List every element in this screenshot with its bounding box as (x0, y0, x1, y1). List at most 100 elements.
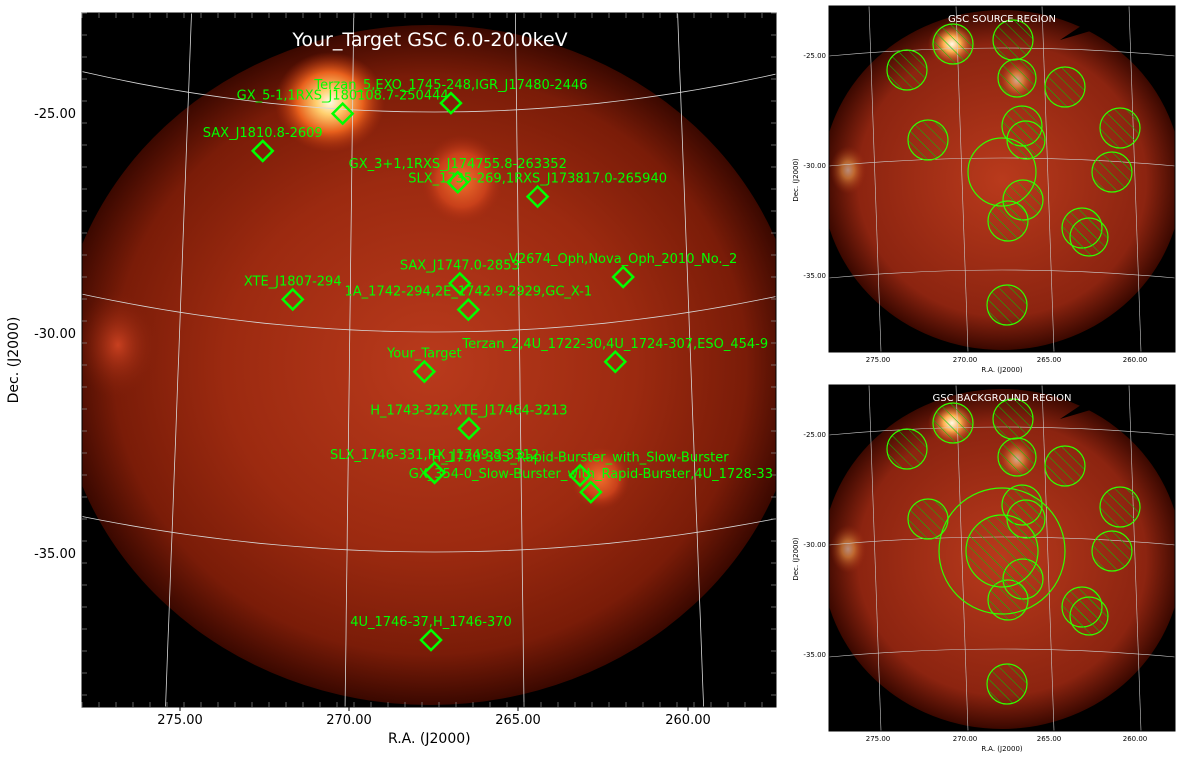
background-outer-circle[interactable] (938, 487, 1066, 615)
source-label: GX_3+1,1RXS_J174755.8-263352 (349, 157, 567, 172)
diamond-region (280, 287, 305, 312)
diamond-region (448, 271, 472, 296)
diamond-region (422, 461, 447, 485)
dec-gridline (82, 293, 776, 333)
source-label: SAX_J1747.0-2853 (400, 258, 520, 273)
source-label: SLX_1746-331,RX_J1749.8-3312 (330, 448, 539, 463)
exclusion-region (907, 119, 949, 161)
source-marker[interactable]: 1A_1742-294,2E_1742.9-2929,GC_X-1 (345, 285, 593, 322)
y-axis-label: Dec. (J2000) (792, 158, 800, 202)
source-region-panel: GSC SOURCE REGION 275.00 270.00 265.00 260.0… (790, 0, 1182, 379)
source-label: GX_354-0_Slow-Burster_with_Rapid-Burster… (409, 467, 773, 482)
source-marker[interactable]: Terzan_2,4U_1722-30,4U_1724-307,ESO_454-… (461, 337, 768, 374)
exclusion-region (1091, 530, 1133, 572)
y-tick-label: -30.00 (803, 541, 826, 549)
exclusion-region (987, 200, 1029, 242)
y-tick-label: -30.00 (34, 327, 76, 342)
y-axis-label: Dec. (J2000) (792, 537, 800, 581)
source-marker[interactable]: H_1743-322,XTE_J17464-3213 (370, 403, 568, 441)
ra-gridline (868, 385, 882, 731)
exclusion-region (1044, 66, 1086, 108)
exclusion-region (992, 19, 1034, 61)
coordinate-grid (82, 13, 776, 707)
ra-gridline (1128, 385, 1142, 731)
dec-gridline (82, 516, 776, 553)
ra-gridline (868, 6, 882, 352)
source-marker[interactable]: H_1730-333_Rapid-Burster_with_Slow-Burst… (432, 450, 730, 488)
background-inner-exclusion (965, 514, 1039, 588)
panel-title: GSC BACKGROUND REGION (933, 393, 1072, 404)
x-tick-label: 265.00 (1037, 735, 1062, 743)
y-tick-label: -35.00 (803, 651, 826, 659)
x-tick-label: 275.00 (866, 356, 891, 364)
exclusion-region (986, 663, 1028, 705)
diamond-region (579, 480, 603, 504)
source-label: Terzan_2,4U_1722-30,4U_1724-307,ESO_454-… (461, 337, 768, 352)
source-label: H_1730-333_Rapid-Burster_with_Slow-Burst… (432, 450, 730, 465)
exclusion-region (886, 428, 928, 470)
y-tick-label: -30.00 (803, 162, 826, 170)
field-of-view (829, 10, 1175, 350)
diamond-region (456, 297, 481, 322)
x-tick-label: 265.00 (495, 713, 541, 728)
axis-ticks: 275.00 270.00 265.00 260.00 -25.00 -30.00 -35.… (34, 12, 776, 728)
x-tick-label: 275.00 (157, 713, 203, 728)
source-label: SLX_1735-269,1RXS_J173817.0-265940 (408, 172, 667, 187)
source-marker[interactable]: SLX_1735-269,1RXS_J173817.0-265940 (408, 172, 667, 209)
source-label: XTE_J1807-294 (244, 274, 342, 289)
exclusion-region (932, 23, 974, 65)
source-region-image[interactable]: GSC SOURCE REGION 275.00 270.00 265.00 260.0… (790, 0, 1182, 379)
main-image-panel: 275.00 270.00 265.00 260.00 -25.00 -30.00 -35.… (0, 0, 790, 758)
exclusion-region (1099, 107, 1141, 149)
exclusion-region (1006, 120, 1046, 160)
source-region-circle[interactable] (967, 137, 1037, 207)
diamond-region (457, 416, 481, 441)
source-label: 4U_1746-37,H_1746-370 (350, 615, 512, 630)
exclusion-region (1069, 217, 1109, 257)
source-marker[interactable]: V2674_Oph,Nova_Oph_2010_No._2 (509, 252, 737, 289)
y-tick-label: -25.00 (803, 52, 826, 60)
source-marker[interactable]: Terzan_5,EXO_1745-248,IGR_J17480-2446 (313, 78, 588, 115)
source-marker[interactable]: SAX_J1747.0-2853 (400, 258, 520, 296)
main-sky-image[interactable]: 275.00 270.00 265.00 260.00 -25.00 -30.00 -35.… (0, 0, 790, 758)
source-marker[interactable]: XTE_J1807-294 (244, 274, 342, 312)
main-ylabel: Dec. (J2000) (6, 316, 22, 404)
source-marker[interactable]: 4U_1746-37,H_1746-370 (350, 615, 512, 652)
x-tick-label: 270.00 (953, 735, 978, 743)
exclusion-region (1069, 596, 1109, 636)
exclusion-region (886, 49, 928, 91)
notch (1060, 6, 1175, 40)
background-region-image[interactable]: GSC BACKGROUND REGION 275.00 270.00 265.00 2… (790, 379, 1182, 758)
source-marker[interactable]: GX_5-1,1RXS_J180108.7-250444 (237, 89, 449, 126)
source-label: Terzan_5,EXO_1745-248,IGR_J17480-2446 (313, 78, 587, 93)
source-marker[interactable]: SLX_1746-331,RX_J1749.8-3312 (330, 448, 539, 485)
source-marker[interactable]: GX_3+1,1RXS_J174755.8-263352 (349, 157, 567, 194)
diamond-region (439, 91, 463, 115)
diamond-region (330, 101, 355, 126)
ra-gridline (1128, 6, 1142, 352)
diamond-region (525, 184, 550, 209)
source-label: GX_5-1,1RXS_J180108.7-250444 (237, 89, 449, 104)
source-marker[interactable]: GX_354-0_Slow-Burster_with_Rapid-Burster… (409, 467, 773, 504)
x-tick-label: 260.00 (1123, 356, 1148, 364)
source-label: Your_Target (386, 347, 461, 362)
source-markers: Terzan_5,EXO_1745-248,IGR_J17480-2446GX_… (203, 78, 773, 652)
exclusion-region (1099, 486, 1141, 528)
exclusion-region (997, 58, 1037, 98)
x-axis-label: R.A. (J2000) (981, 745, 1023, 753)
source-label: V2674_Oph,Nova_Oph_2010_No._2 (509, 252, 737, 267)
dec-gridline (829, 648, 1175, 658)
diamond-region (412, 359, 437, 384)
source-marker[interactable]: Your_Target (386, 347, 462, 384)
ra-gridline (1041, 6, 1055, 352)
source-marker[interactable]: SAX_J1810.8-2609 (203, 126, 323, 163)
diamond-region (568, 463, 592, 488)
ra-gridline (677, 13, 705, 707)
ra-gridline (1041, 385, 1055, 731)
exclusion-region (1044, 445, 1086, 487)
image-area (82, 13, 776, 707)
diamond-region (445, 170, 470, 194)
y-tick-label: -25.00 (34, 107, 76, 122)
x-tick-label: 275.00 (866, 735, 891, 743)
x-tick-label: 270.00 (326, 713, 372, 728)
